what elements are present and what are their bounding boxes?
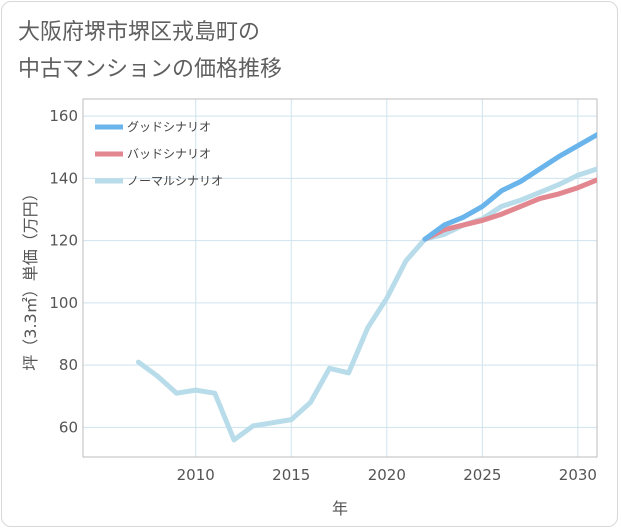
grid-lines bbox=[83, 99, 597, 457]
y-tick-label: 140 bbox=[49, 169, 78, 187]
x-tick-label: 2025 bbox=[463, 466, 501, 484]
x-tick-label: 2030 bbox=[559, 466, 597, 484]
plot-area bbox=[82, 98, 598, 458]
chart-title-line1: 大阪府堺市堺区戎島町の bbox=[18, 20, 261, 45]
series-layer bbox=[135, 132, 597, 443]
x-tick-label: 2010 bbox=[177, 466, 215, 484]
x-axis-label: 年 bbox=[332, 499, 348, 518]
y-axis-label: 坪（3.3㎡）単価（万円） bbox=[21, 185, 40, 370]
y-tick-label: 160 bbox=[49, 107, 78, 125]
x-axis-ticks: 2010 2015 2020 2025 2030 bbox=[177, 466, 597, 484]
chart-title: 大阪府堺市堺区戎島町の 中古マンションの価格推移 bbox=[18, 14, 282, 88]
legend-label-1: バッドシナリオ bbox=[127, 147, 211, 161]
y-axis-ticks: 60 80 100 120 140 160 bbox=[49, 107, 78, 436]
series-line-2 bbox=[135, 166, 597, 443]
y-tick-label: 80 bbox=[59, 356, 78, 374]
chart-title-line2: 中古マンションの価格推移 bbox=[18, 57, 283, 82]
y-tick-label: 120 bbox=[49, 232, 78, 250]
series-line-1 bbox=[422, 177, 597, 242]
x-tick-label: 2020 bbox=[368, 466, 406, 484]
y-tick-label: 100 bbox=[49, 294, 78, 312]
series-line-0 bbox=[422, 132, 597, 242]
x-tick-label: 2015 bbox=[272, 466, 310, 484]
legend-label-0: グッドシナリオ bbox=[127, 120, 211, 134]
y-tick-label: 60 bbox=[59, 418, 78, 436]
legend-label-2: ノーマルシナリオ bbox=[127, 174, 223, 188]
